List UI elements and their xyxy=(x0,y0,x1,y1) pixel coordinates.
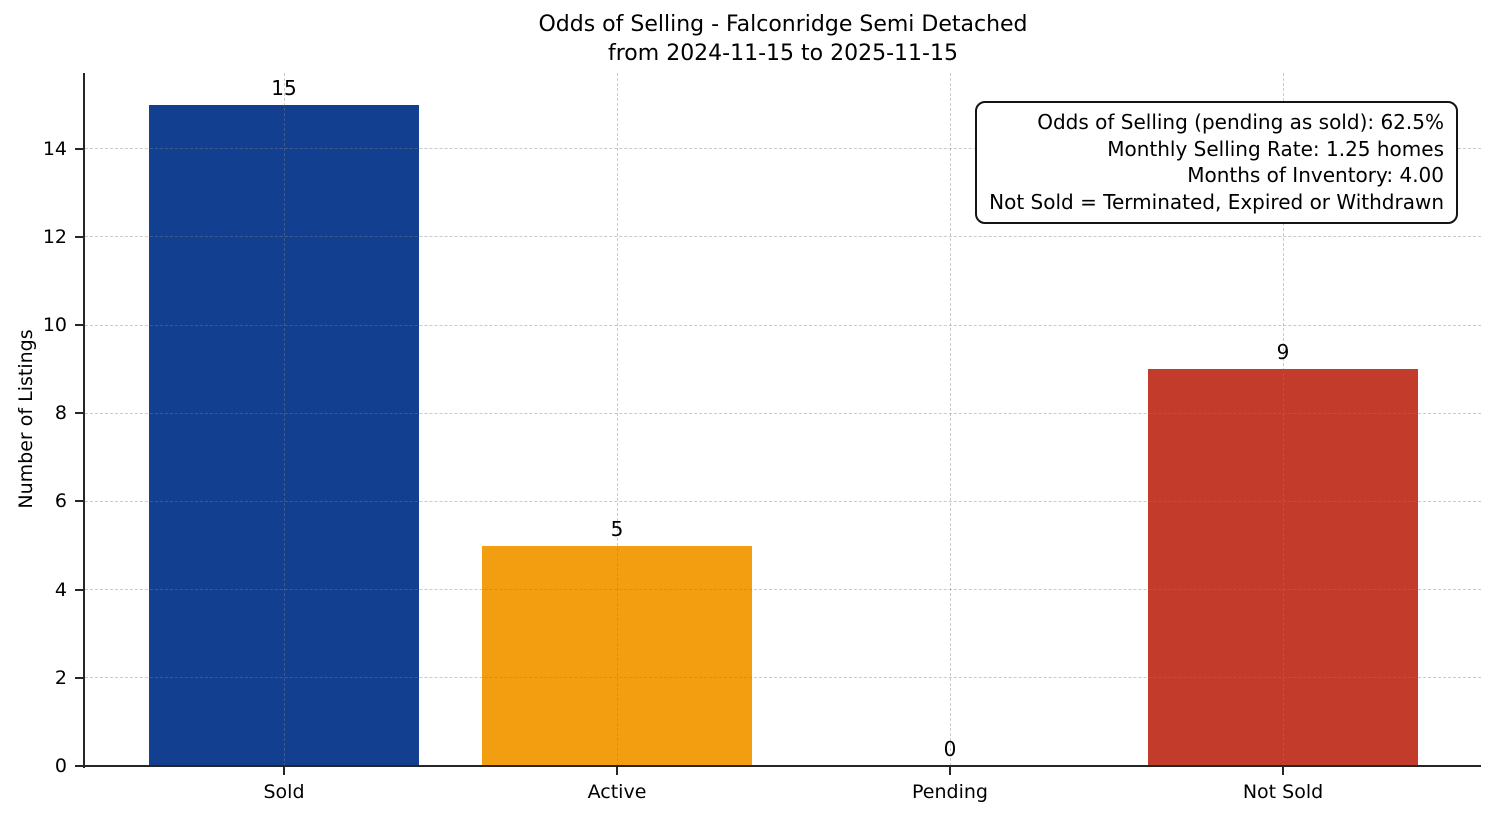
gridline-horizontal xyxy=(85,500,1481,502)
x-tick-mark xyxy=(616,767,618,775)
x-axis-spine xyxy=(83,765,1481,767)
gridline-horizontal xyxy=(85,412,1481,414)
y-tick-label: 14 xyxy=(42,137,67,160)
x-tick-label-active: Active xyxy=(587,781,647,803)
y-tick-mark xyxy=(75,588,83,591)
chart-title-line2: from 2024-11-15 to 2025-11-15 xyxy=(608,41,958,66)
chart-title-line1: Odds of Selling - Falconridge Semi Detac… xyxy=(538,12,1028,37)
gridline-horizontal xyxy=(85,589,1481,591)
y-tick-mark xyxy=(75,676,83,679)
chart-title: Odds of Selling - Falconridge Semi Detac… xyxy=(85,10,1481,68)
y-tick-label: 8 xyxy=(54,402,67,425)
gridline-horizontal xyxy=(85,236,1481,238)
gridline-vertical xyxy=(1282,73,1284,766)
y-tick-label: 6 xyxy=(54,490,67,513)
y-tick-mark xyxy=(75,324,83,327)
gridline-horizontal xyxy=(85,677,1481,679)
y-tick-label: 12 xyxy=(42,225,67,248)
x-tick-mark xyxy=(1282,767,1284,775)
gridline-horizontal xyxy=(85,148,1481,150)
x-tick-label-sold: Sold xyxy=(263,781,305,803)
gridline-vertical xyxy=(616,73,618,766)
bar-sold xyxy=(149,104,419,766)
y-tick-mark xyxy=(75,147,83,150)
gridline-horizontal xyxy=(85,324,1481,326)
y-tick-label: 0 xyxy=(54,755,67,777)
y-tick-mark xyxy=(75,412,83,415)
bar-value-label-sold: 15 xyxy=(271,75,297,100)
y-axis-label: Number of Listings xyxy=(15,329,37,509)
y-tick-mark xyxy=(75,500,83,503)
annotation-box: Odds of Selling (pending as sold): 62.5%… xyxy=(975,101,1458,224)
y-tick-label: 10 xyxy=(42,314,67,337)
y-tick-mark xyxy=(75,765,83,767)
x-tick-label-not-sold: Not Sold xyxy=(1242,781,1324,803)
annotation-line-odds-of-selling: Odds of Selling (pending as sold): 62.5% xyxy=(1037,110,1444,134)
y-axis-spine xyxy=(83,73,85,768)
bar-value-label-pending: 0 xyxy=(943,737,957,761)
gridline-vertical xyxy=(949,73,951,766)
bar-not-sold xyxy=(1148,369,1418,766)
annotation-line-monthly-selling-rate: Monthly Selling Rate: 1.25 homes xyxy=(1107,136,1444,161)
y-tick-mark xyxy=(75,235,83,238)
gridline-vertical xyxy=(283,73,285,766)
y-tick-label: 2 xyxy=(54,666,67,689)
bar-active xyxy=(482,545,752,766)
bar-value-label-active: 5 xyxy=(610,516,624,541)
annotation-line-months-of-inventory: Months of Inventory: 4.00 xyxy=(1187,163,1444,187)
x-tick-mark xyxy=(949,767,951,775)
annotation-line-not-sold-definition: Not Sold = Terminated, Expired or Withdr… xyxy=(989,189,1444,214)
plot-area: 0 2 4 6 8 10 12 14 15 Sold 5 Active 0 Pending 9 Not Sol… xyxy=(43,73,1481,803)
bar-value-label-not-sold: 9 xyxy=(1276,340,1290,365)
x-tick-mark xyxy=(283,767,285,775)
x-tick-label-pending: Pending xyxy=(912,781,988,803)
y-tick-label: 4 xyxy=(54,578,67,601)
